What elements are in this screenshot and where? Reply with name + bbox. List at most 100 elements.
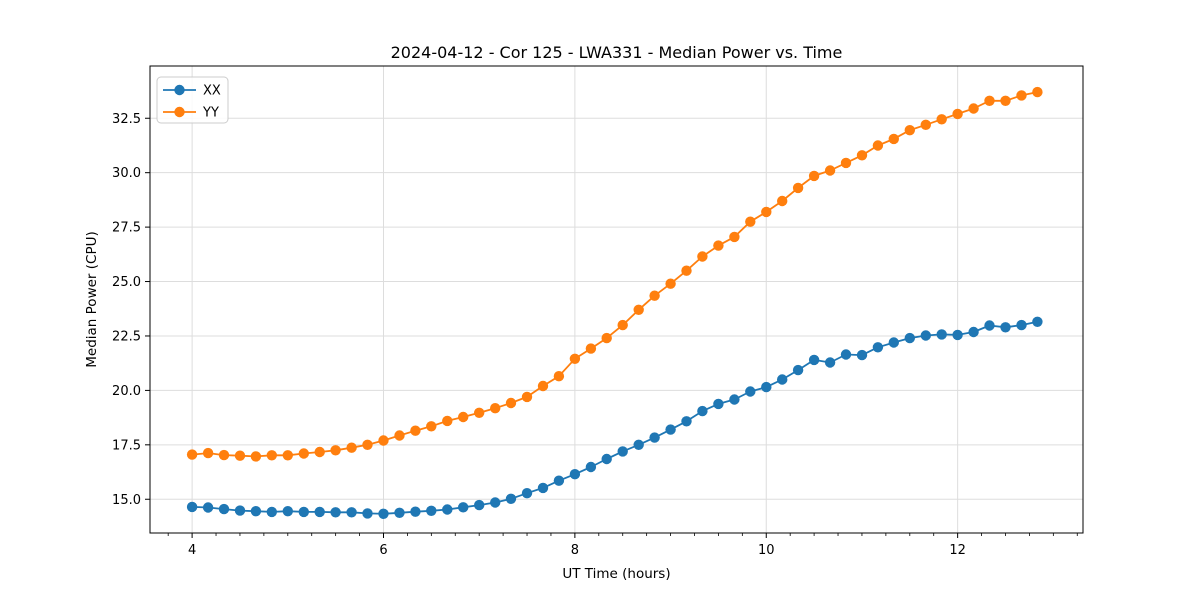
data-point-marker: [872, 140, 884, 151]
data-point-marker: [426, 505, 437, 516]
data-point-marker: [697, 251, 708, 262]
data-point-marker: [649, 290, 660, 301]
data-point-marker: [521, 391, 533, 403]
data-point-marker: [633, 439, 644, 450]
data-point-marker: [330, 445, 341, 456]
data-point-marker: [936, 329, 947, 340]
data-point-marker: [745, 216, 756, 227]
data-point-marker: [920, 330, 931, 341]
data-point-marker: [952, 329, 963, 341]
data-point-marker: [282, 506, 293, 517]
data-point-marker: [569, 469, 581, 480]
data-point-marker: [1016, 90, 1027, 101]
data-point-marker: [745, 386, 756, 397]
data-point-marker: [808, 354, 820, 366]
y-tick-label: 27.5: [112, 221, 141, 236]
data-point-marker: [442, 504, 453, 515]
legend-handle-marker: [174, 84, 185, 96]
data-point-marker: [1016, 319, 1027, 331]
y-tick-label: 17.5: [112, 438, 141, 453]
data-point-marker: [186, 501, 198, 513]
data-point-marker: [553, 475, 565, 486]
data-point-marker: [330, 507, 341, 518]
plot-border: [149, 65, 1084, 534]
data-point-marker: [1000, 95, 1011, 107]
data-point-marker: [378, 435, 389, 446]
data-point-marker: [792, 364, 804, 376]
data-point-marker: [569, 353, 581, 364]
y-tick-label: 15.0: [112, 493, 141, 508]
data-point-marker: [537, 380, 549, 392]
data-series: [186, 86, 1043, 519]
series-line: [192, 91, 1038, 458]
x-tick-label: 6: [379, 543, 387, 558]
y-axis-label: Median Power (CPU): [84, 231, 100, 367]
data-point-marker: [505, 493, 517, 504]
data-point-marker: [298, 506, 309, 518]
data-point-marker: [601, 332, 612, 344]
data-point-marker: [378, 508, 389, 519]
data-point-marker: [920, 119, 931, 130]
data-point-marker: [346, 442, 357, 453]
data-point-marker: [601, 453, 612, 465]
data-point-marker: [585, 343, 597, 354]
legend: XX YY: [156, 76, 229, 124]
data-point-marker: [490, 403, 501, 414]
data-point-marker: [697, 405, 708, 417]
data-point-marker: [505, 397, 517, 409]
x-tick-label: 4: [188, 543, 196, 558]
data-point-marker: [792, 182, 804, 194]
y-tick-label: 20.0: [112, 384, 141, 399]
data-point-marker: [824, 165, 836, 176]
legend-handle-marker: [174, 106, 185, 118]
data-point-marker: [761, 206, 772, 218]
legend-label: YY: [202, 106, 219, 121]
data-point-marker: [777, 374, 788, 385]
data-point-marker: [872, 342, 884, 353]
data-point-marker: [856, 349, 868, 361]
data-point-marker: [234, 450, 246, 461]
data-point-marker: [824, 357, 836, 368]
series-line: [192, 320, 1038, 515]
data-point-marker: [585, 461, 597, 473]
data-point-marker: [474, 499, 485, 511]
data-point-marker: [888, 337, 899, 348]
x-axis-label: UT Time (hours): [562, 566, 670, 582]
data-point-marker: [1000, 322, 1011, 333]
data-point-marker: [761, 381, 772, 393]
data-point-marker: [521, 488, 533, 499]
data-point-marker: [537, 482, 549, 494]
data-point-marker: [234, 505, 246, 516]
data-point-marker: [362, 508, 373, 519]
data-point-marker: [665, 278, 676, 289]
data-point-marker: [968, 103, 979, 114]
data-point-marker: [410, 506, 421, 517]
data-point-marker: [840, 349, 852, 360]
data-point-marker: [218, 503, 230, 515]
data-point-marker: [553, 371, 565, 382]
data-point-marker: [186, 449, 198, 460]
data-point-marker: [904, 332, 915, 344]
data-point-marker: [952, 108, 963, 120]
data-point-marker: [426, 421, 437, 432]
data-point-marker: [713, 398, 724, 410]
y-tick-label: 32.5: [112, 112, 141, 127]
data-point-marker: [202, 502, 214, 513]
data-point-marker: [282, 450, 293, 461]
data-point-marker: [202, 447, 214, 459]
data-point-marker: [218, 449, 230, 461]
data-point-marker: [298, 448, 309, 459]
data-point-marker: [984, 320, 995, 331]
y-tick-label: 25.0: [112, 275, 141, 290]
data-point-marker: [490, 497, 501, 508]
series-yy: [186, 86, 1043, 462]
data-point-marker: [346, 507, 357, 518]
x-tick-label: 8: [571, 543, 579, 558]
data-point-marker: [314, 506, 325, 518]
data-point-marker: [729, 394, 740, 405]
data-point-marker: [394, 507, 405, 518]
data-point-marker: [777, 195, 788, 207]
series-xx: [186, 316, 1043, 519]
data-point-marker: [250, 451, 262, 462]
